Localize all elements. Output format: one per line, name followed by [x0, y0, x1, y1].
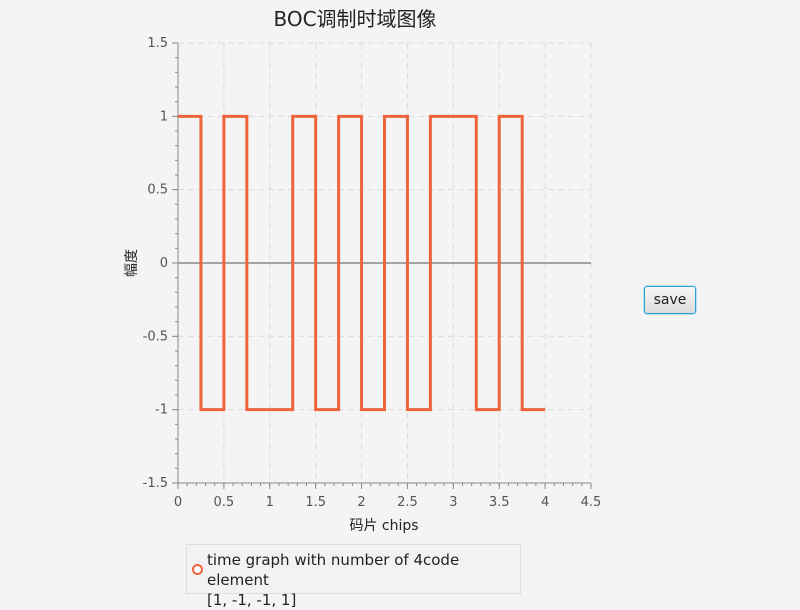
y-axis-label: 幅度 [124, 249, 140, 277]
y-tick-label: -0.5 [143, 329, 168, 344]
y-tick-label: -1 [155, 403, 168, 418]
x-tick-label: 1.5 [305, 495, 326, 510]
legend-label-line-2: [1, -1, -1, 1] [207, 591, 297, 609]
x-tick-label: 3.5 [489, 495, 510, 510]
y-tick-label: 0 [160, 256, 168, 271]
y-tick-label: 1 [160, 109, 168, 124]
x-tick-label: 2.5 [397, 495, 418, 510]
x-tick-label: 2 [357, 495, 365, 510]
series-layer [178, 114, 546, 412]
x-tick-label: 0 [174, 495, 182, 510]
chart-title: BOC调制时域图像 [273, 7, 436, 31]
axes: 0 0.5 1 1.5 2 2.5 3 3.5 4 4.5 1.5 1 0.5 0 -0.5 -1 -1.5 [143, 36, 602, 510]
x-tick-label: 4 [541, 495, 549, 510]
save-button[interactable]: save [644, 286, 696, 314]
y-tick-label: 0.5 [147, 183, 168, 198]
legend: time graph with number of 4code element … [186, 544, 521, 609]
series-line [178, 114, 546, 412]
legend-label-line-1: time graph with number of 4code element [207, 551, 460, 589]
x-axis-label: 码片 chips [349, 518, 418, 534]
x-tick-label: 4.5 [581, 495, 602, 510]
x-tick-label: 3 [449, 495, 457, 510]
y-tick-label: -1.5 [143, 476, 168, 491]
x-tick-label: 1 [266, 495, 274, 510]
legend-marker-icon [192, 564, 203, 575]
y-tick-label: 1.5 [147, 36, 168, 51]
x-tick-label: 0.5 [214, 495, 235, 510]
